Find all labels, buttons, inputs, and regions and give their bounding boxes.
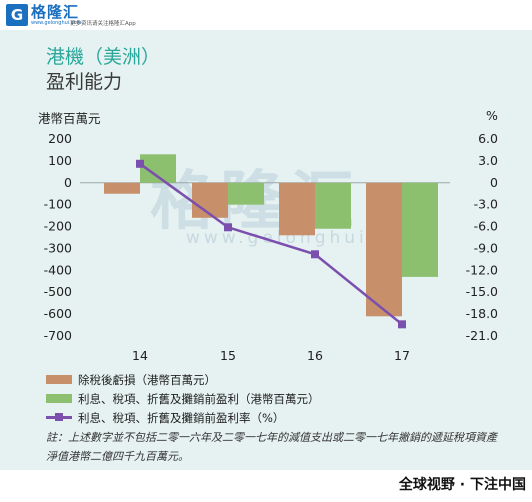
x-tick-label: 15 — [220, 348, 236, 363]
y-left-tick-label: 0 — [64, 175, 72, 190]
y-axis-left-label: 港幣百萬元 — [38, 111, 101, 126]
x-tick-label: 14 — [132, 348, 148, 363]
logo-tagline: 更多资讯请关注格隆汇App — [70, 21, 136, 27]
logo-icon: G — [6, 4, 28, 26]
legend: 除稅後虧損（港幣百萬元） 利息、稅項、折舊及攤銷前盈利（港幣百萬元） 利息、稅項… — [46, 370, 320, 427]
logo-text: 格隆汇 www.gelonghui.com — [31, 2, 82, 26]
y-left-tick-label: 100 — [48, 153, 72, 168]
chart-panel: 港機（美洲） 盈利能力 港幣百萬元 % 格隆汇 www.gelonghui.co… — [0, 30, 532, 470]
bar-loss — [366, 182, 402, 317]
y-left-tick-label: -400 — [44, 262, 72, 277]
bar-ebitda — [228, 182, 264, 205]
y-axis-right-label: % — [486, 108, 498, 123]
y-left-tick-label: -300 — [44, 240, 72, 255]
y-right-tick-label: -3.0 — [474, 197, 498, 212]
legend-swatch-margin — [46, 413, 72, 422]
y-right-tick-label: 6.0 — [478, 131, 498, 146]
margin-point — [136, 159, 144, 168]
bar-ebitda — [315, 182, 351, 229]
bar-loss — [104, 182, 140, 194]
y-right-tick-label: 3.0 — [478, 153, 498, 168]
legend-label-ebitda: 利息、稅項、折舊及攤銷前盈利（港幣百萬元） — [78, 391, 320, 406]
legend-item-loss: 除稅後虧損（港幣百萬元） — [46, 370, 320, 389]
y-right-tick-label: -15.0 — [466, 284, 498, 299]
y-right-tick-label: 0 — [490, 175, 498, 190]
chart-title: 港機（美洲） — [46, 46, 161, 68]
logo-name: 格隆汇 — [31, 2, 80, 21]
chart-subtitle: 盈利能力 — [46, 71, 123, 93]
margin-point — [224, 223, 232, 232]
margin-point — [311, 250, 319, 259]
footnote: 註：上述數字並不包括二零一六年及二零一七年的減值支出或二零一七年撇銷的遞延稅項資… — [46, 431, 497, 463]
y-left-tick-label: -100 — [44, 197, 72, 212]
y-left-tick-label: 200 — [48, 131, 72, 146]
top-bar: G 格隆汇 www.gelonghui.com 更多资讯请关注格隆汇App — [0, 0, 532, 30]
bar-loss — [192, 182, 228, 218]
y-right-tick-label: -12.0 — [466, 262, 498, 277]
y-right-tick-label: -9.0 — [474, 240, 498, 255]
x-tick-label: 17 — [394, 348, 410, 363]
margin-point — [398, 320, 406, 329]
legend-item-margin: 利息、稅項、折舊及攤銷前盈利率（%） — [46, 408, 320, 427]
y-left-tick-label: -700 — [44, 328, 72, 343]
bar-ebitda — [402, 182, 438, 277]
y-left-tick-label: -600 — [44, 306, 72, 321]
chart-svg: 200 100 0 -100 -200 -300 -400 -500 -600 -700 6.0 3.… — [44, 131, 498, 363]
logo: G 格隆汇 www.gelonghui.com — [6, 2, 81, 28]
legend-swatch-loss — [46, 375, 72, 384]
y-left-tick-label: -500 — [44, 284, 72, 299]
logo-url: www.gelonghui.com — [31, 19, 82, 26]
y-left-tick-label: -200 — [44, 219, 72, 234]
y-right-tick-label: -6.0 — [474, 219, 498, 234]
y-right-tick-label: -21.0 — [466, 328, 498, 343]
legend-label-loss: 除稅後虧損（港幣百萬元） — [78, 372, 216, 387]
legend-label-margin: 利息、稅項、折舊及攤銷前盈利率（%） — [78, 410, 285, 425]
legend-swatch-ebitda — [46, 394, 72, 403]
x-tick-label: 16 — [307, 348, 323, 363]
y-right-tick-label: -18.0 — [466, 306, 498, 321]
margin-line — [139, 162, 403, 326]
legend-item-ebitda: 利息、稅項、折舊及攤銷前盈利（港幣百萬元） — [46, 389, 320, 408]
bar-loss — [279, 182, 315, 236]
footer-slogan: 全球视野 · 下注中国 — [398, 477, 526, 493]
